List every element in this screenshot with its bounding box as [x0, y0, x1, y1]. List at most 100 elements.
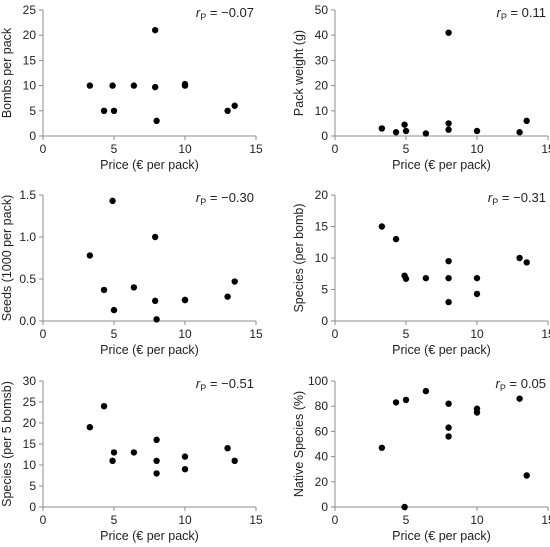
data-point: [151, 233, 159, 241]
y-tick-label: 5: [29, 479, 36, 493]
x-axis-title: Price (€ per pack): [100, 529, 199, 543]
y-axis-title: Native Species (%): [292, 391, 306, 497]
data-point: [402, 275, 410, 282]
y-tick-label: 10: [315, 104, 329, 118]
data-point: [473, 409, 481, 416]
y-tick-label: 80: [315, 399, 329, 413]
chart-panel-2: 0 5 10 15 0 10 20 30 40 50 Price (€ per pack) Pack …: [292, 3, 550, 172]
x-axis-title: Price (€ per pack): [392, 529, 491, 543]
x-tick-label: 0: [40, 142, 47, 156]
y-tick-label: 5: [29, 104, 36, 118]
y-tick-label: 40: [315, 28, 329, 42]
data-point: [445, 120, 452, 127]
y-tick-label: 60: [315, 424, 329, 438]
data-point: [445, 433, 452, 440]
y-tick-label: 15: [23, 53, 37, 67]
correlation-label: rP = −0.31: [488, 190, 546, 207]
x-tick-label: 10: [178, 327, 192, 341]
chart-panel-1: 0 5 10 15 0 5 10 15 20 25 Price (€ per pack) Bombs …: [0, 3, 263, 172]
data-point: [130, 449, 138, 456]
data-point: [473, 274, 481, 282]
data-point: [523, 117, 530, 125]
y-tick-label: 0: [29, 500, 36, 514]
data-point: [378, 444, 386, 451]
x-tick-label: 15: [249, 142, 263, 156]
data-point: [445, 298, 452, 306]
x-tick-label: 0: [332, 513, 339, 527]
data-point: [401, 121, 408, 128]
x-tick-label: 15: [249, 513, 263, 527]
data-point: [224, 445, 231, 452]
y-axis-title: Species (per 5 bomsb): [0, 381, 14, 507]
y-tick-label: 1.5: [19, 188, 36, 202]
data-point: [153, 117, 160, 125]
data-point: [130, 82, 138, 89]
y-tick-label: 15: [315, 220, 329, 234]
data-point: [153, 457, 160, 464]
data-point: [110, 306, 118, 314]
data-point: [110, 107, 118, 115]
data-point: [231, 457, 238, 464]
data-point: [153, 436, 160, 443]
chart-panel-6: 0 5 10 15 0 20 40 60 80 100 Price (€ per pack) Nati…: [292, 374, 550, 543]
data-point: [109, 457, 116, 464]
x-tick-label: 10: [178, 513, 192, 527]
data-point: [445, 29, 452, 36]
data-point: [392, 129, 400, 136]
data-point: [473, 127, 481, 135]
data-point: [224, 107, 231, 115]
y-axis-title: Pack weight (g): [292, 30, 306, 116]
x-tick-label: 10: [470, 142, 484, 156]
data-point: [100, 107, 108, 115]
correlation-label: rP = −0.07: [196, 5, 254, 22]
y-axis-title: Seeds (1000 per pack): [0, 195, 14, 321]
data-point: [151, 297, 159, 305]
x-tick-label: 15: [541, 513, 550, 527]
data-point: [181, 466, 189, 473]
y-tick-label: 40: [315, 450, 329, 464]
x-tick-label: 5: [403, 142, 410, 156]
data-point: [109, 82, 116, 89]
x-tick-label: 10: [470, 327, 484, 341]
x-tick-label: 15: [541, 327, 550, 341]
y-tick-label: 0.0: [19, 314, 36, 328]
x-tick-label: 5: [403, 327, 410, 341]
data-point: [153, 316, 160, 323]
data-point: [110, 449, 118, 456]
y-tick-label: 50: [315, 3, 329, 17]
data-point: [181, 296, 189, 304]
x-tick-label: 15: [249, 327, 263, 341]
data-point: [181, 453, 189, 460]
chart-panel-5: 0 5 10 15 0 5 10 15 20 25 30 Price (€ per pack) Spec…: [0, 374, 263, 543]
y-tick-label: 100: [308, 374, 328, 388]
data-point: [516, 129, 523, 136]
y-tick-label: 10: [23, 79, 37, 93]
data-point: [153, 470, 160, 477]
y-tick-label: 20: [23, 28, 37, 42]
y-tick-label: 30: [315, 53, 329, 67]
x-axis-title: Price (€ per pack): [100, 158, 199, 172]
data-point: [231, 102, 238, 109]
y-tick-label: 0: [321, 129, 328, 143]
data-point: [86, 424, 94, 431]
data-point: [523, 472, 530, 479]
data-point: [86, 82, 94, 89]
correlation-label: rP = −0.51: [196, 376, 254, 393]
data-point: [378, 223, 386, 230]
x-axis-title: Price (€ per pack): [392, 343, 491, 357]
data-point: [378, 125, 386, 132]
chart-panel-3: 0 5 10 15 0.0 0.5 1.0 1.5 Price (€ per pack) Seed…: [0, 188, 263, 357]
y-tick-label: 0: [321, 314, 328, 328]
data-point: [445, 257, 452, 265]
data-point: [100, 403, 108, 410]
data-point: [445, 400, 452, 407]
data-point: [422, 274, 430, 282]
x-tick-label: 5: [111, 327, 118, 341]
correlation-label: rP = 0.11: [496, 5, 546, 22]
y-tick-label: 0.5: [19, 272, 36, 286]
data-point: [151, 83, 159, 91]
x-tick-label: 10: [470, 513, 484, 527]
x-tick-label: 0: [40, 513, 47, 527]
data-point: [445, 126, 452, 133]
data-point: [392, 399, 400, 406]
